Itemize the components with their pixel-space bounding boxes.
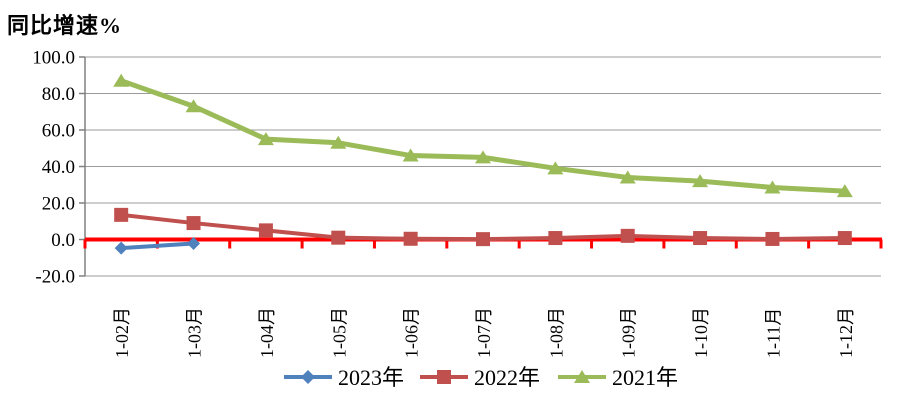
x-category-label: 1-05月 xyxy=(329,307,349,358)
data-point-2023年 xyxy=(187,237,201,251)
legend-item-2022年: 2022年 xyxy=(420,365,540,390)
data-point-2022年 xyxy=(765,231,780,246)
data-point-2021年 xyxy=(402,148,419,162)
legend-marker-triangle-icon xyxy=(574,370,590,383)
series-line-2023年 xyxy=(119,241,196,251)
data-point-2021年 xyxy=(257,132,274,146)
data-point-2021年 xyxy=(185,99,202,113)
data-point-2023年 xyxy=(114,241,128,255)
data-point-2022年 xyxy=(693,231,708,246)
data-point-2022年 xyxy=(620,228,635,243)
legend-label-2022年: 2022年 xyxy=(474,365,540,390)
legend-label-2021年: 2021年 xyxy=(612,365,678,390)
data-point-2022年 xyxy=(331,230,346,245)
data-point-2022年 xyxy=(548,231,563,246)
y-tick-label: -20.0 xyxy=(35,267,75,288)
legend-marker-diamond-icon xyxy=(301,370,315,384)
data-point-2021年 xyxy=(475,150,491,164)
x-category-label: 1-06月 xyxy=(402,307,422,358)
data-point-2022年 xyxy=(186,216,201,231)
data-point-2021年 xyxy=(330,135,347,149)
x-category-label: 1-03月 xyxy=(185,307,205,358)
data-point-2021年 xyxy=(692,174,709,188)
y-tick-label: 100.0 xyxy=(32,48,75,69)
legend-marker-square-icon xyxy=(437,370,451,384)
x-category-label: 1-11月 xyxy=(763,308,783,358)
y-tick-label: 0.0 xyxy=(51,230,75,251)
data-point-2021年 xyxy=(113,73,130,87)
data-point-2021年 xyxy=(764,180,781,194)
data-point-2021年 xyxy=(619,170,636,184)
y-tick-label: 40.0 xyxy=(42,157,75,178)
data-point-2022年 xyxy=(403,231,418,246)
data-point-2021年 xyxy=(836,184,853,198)
legend-label-2023年: 2023年 xyxy=(338,365,404,390)
data-point-2022年 xyxy=(258,223,273,238)
chart-title: 同比增速% xyxy=(7,13,123,38)
legend-item-2021年: 2021年 xyxy=(558,365,678,390)
x-category-label: 1-09月 xyxy=(619,307,639,358)
data-point-2022年 xyxy=(476,232,490,247)
x-category-label: 1-02月 xyxy=(112,307,132,358)
y-tick-label: 80.0 xyxy=(42,84,75,105)
x-category-label: 1-08月 xyxy=(546,307,566,358)
x-category-label: 1-04月 xyxy=(257,307,277,358)
y-tick-label: 20.0 xyxy=(42,194,75,215)
y-tick-label: 60.0 xyxy=(42,121,75,142)
x-category-label: 1-10月 xyxy=(691,307,711,358)
x-category-label: 1-12月 xyxy=(836,307,856,358)
data-point-2022年 xyxy=(114,207,129,222)
data-point-2021年 xyxy=(547,161,564,175)
legend-item-2023年: 2023年 xyxy=(284,365,404,390)
data-point-2022年 xyxy=(837,231,852,246)
x-category-label: 1-07月 xyxy=(474,307,494,358)
series-line-2021年 xyxy=(118,78,848,194)
